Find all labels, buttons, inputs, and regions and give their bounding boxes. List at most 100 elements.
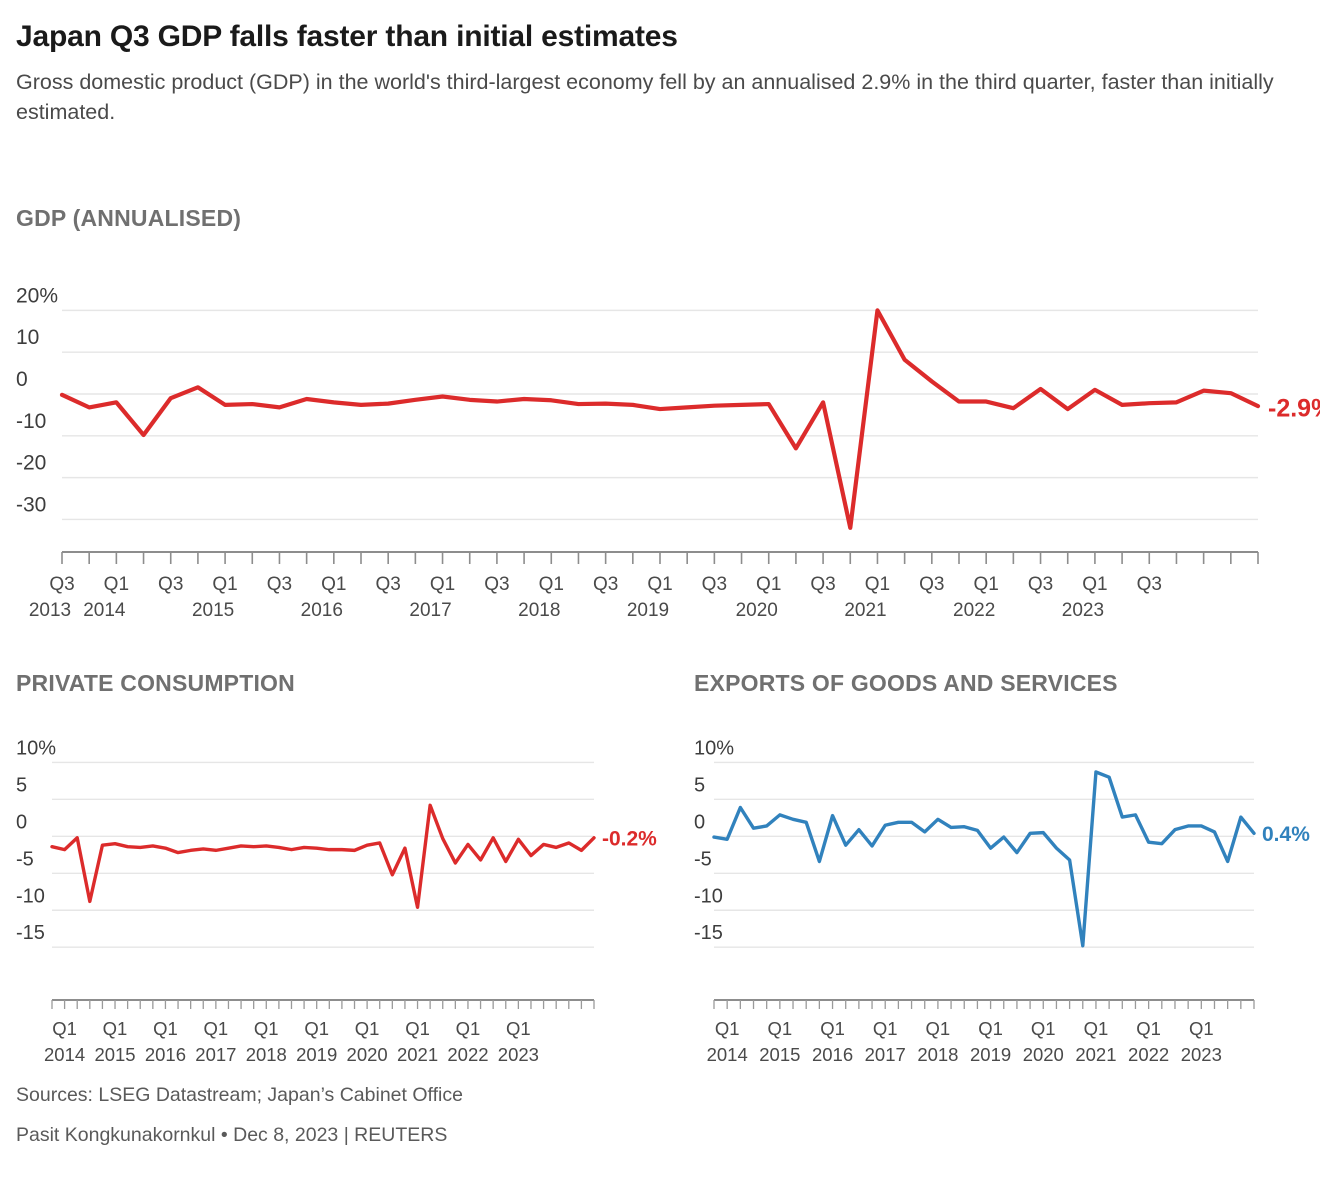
x-axis-year-label: 2022 <box>447 1044 488 1065</box>
x-axis-year-label: 2019 <box>970 1044 1011 1065</box>
series-end-value-label: -0.2% <box>602 827 657 850</box>
x-axis-year-label: 2016 <box>301 600 343 621</box>
x-axis-quarter-label: Q3 <box>267 574 292 595</box>
x-axis-year-label: 2015 <box>759 1044 800 1065</box>
x-axis-quarter-label: Q1 <box>756 574 781 595</box>
x-axis-quarter-label: Q1 <box>974 574 999 595</box>
x-axis-quarter-label: Q3 <box>593 574 618 595</box>
x-axis-year-label: 2015 <box>94 1044 135 1065</box>
x-axis-year-label: 2013 <box>29 600 71 621</box>
x-axis-quarter-label: Q1 <box>768 1018 793 1039</box>
x-axis-year-label: 2023 <box>1181 1044 1222 1065</box>
x-axis-quarter-label: Q1 <box>873 1018 898 1039</box>
x-axis-year-label: 2018 <box>246 1044 287 1065</box>
x-axis-quarter-label: Q1 <box>1031 1018 1056 1039</box>
x-axis-year-label: 2016 <box>145 1044 186 1065</box>
y-axis-label: 5 <box>694 774 705 796</box>
gdp-chart-block: GDP (ANNUALISED) 20% 10 0 -10 -20 -30 Q3 2013 Q1… <box>16 205 1320 632</box>
y-axis-label: 10% <box>16 737 56 759</box>
x-axis-year-label: 2014 <box>707 1044 748 1065</box>
y-axis-label: 0 <box>16 368 28 391</box>
y-axis-label: -30 <box>16 493 46 516</box>
x-axis-year-label: 2017 <box>195 1044 236 1065</box>
x-axis-quarter-label: Q1 <box>204 1018 229 1039</box>
x-axis-year-label: 2022 <box>953 600 995 621</box>
y-axis-label: 0 <box>694 811 705 833</box>
gdp-chart-svg: 20% 10 0 -10 -20 -30 Q3 2013 Q1 2014 Q3 Q1 2015 Q3 Q1 2… <box>16 284 1320 621</box>
x-axis-year-label: 2021 <box>397 1044 438 1065</box>
x-axis-year-label: 2019 <box>296 1044 337 1065</box>
x-axis-quarter-label: Q3 <box>810 574 835 595</box>
x-axis-quarter-label: Q1 <box>1189 1018 1214 1039</box>
private-consumption-chart-title: PRIVATE CONSUMPTION <box>16 670 295 696</box>
x-axis-quarter-label: Q3 <box>49 574 74 595</box>
x-axis-quarter-label: Q1 <box>153 1018 178 1039</box>
x-axis-quarter-label: Q1 <box>52 1018 77 1039</box>
page-subtitle: Gross domestic product (GDP) in the worl… <box>16 69 1274 125</box>
x-axis-quarter-label: Q1 <box>254 1018 279 1039</box>
x-axis-year-label: 2014 <box>44 1044 85 1065</box>
x-axis-quarter-label: Q1 <box>212 574 237 595</box>
y-axis-label: 0 <box>16 811 27 833</box>
x-axis-year-label: 2020 <box>347 1044 388 1065</box>
x-axis-quarter-label: Q1 <box>405 1018 430 1039</box>
x-axis-quarter-label: Q1 <box>978 1018 1003 1039</box>
x-axis-quarter-label: Q1 <box>715 1018 740 1039</box>
y-axis-label: -15 <box>16 922 45 944</box>
exports-chart-svg: 10% 5 0 -5 -10 -15 Q1 2014 Q1 2015 Q1 2016 Q1 2017 Q1 2… <box>694 737 1310 1065</box>
x-axis-quarter-label: Q3 <box>702 574 727 595</box>
exports-chart-block: EXPORTS OF GOODS AND SERVICES 10% 5 0 -5 -10… <box>694 670 1310 1087</box>
x-axis-year-label: 2020 <box>736 600 778 621</box>
y-axis-label: -10 <box>16 410 46 433</box>
infographic-page: Japan Q3 GDP falls faster than initial e… <box>0 20 1320 1180</box>
x-axis-year-label: 2021 <box>1075 1044 1116 1065</box>
x-axis-quarter-label: Q1 <box>1136 1018 1161 1039</box>
x-axis-year-label: 2022 <box>1128 1044 1169 1065</box>
footer-sources: Sources: LSEG Datastream; Japan’s Cabine… <box>16 1084 463 1106</box>
gdp-chart-title: GDP (ANNUALISED) <box>16 205 242 231</box>
footer: Sources: LSEG Datastream; Japan’s Cabine… <box>16 1084 1016 1165</box>
y-axis-label: 10 <box>16 326 39 349</box>
private-consumption-chart-block: PRIVATE CONSUMPTION 10% 5 0 -5 -10 -15 Q1 2014 Q… <box>16 670 657 1087</box>
x-axis-quarter-label: Q1 <box>506 1018 531 1039</box>
footer-credit: Pasit Kongkunakornkul • Dec 8, 2023 | RE… <box>16 1123 448 1146</box>
x-axis-quarter-label: Q1 <box>1082 574 1107 595</box>
x-axis-quarter-label: Q1 <box>355 1018 380 1039</box>
x-axis-year-label: 2018 <box>917 1044 958 1065</box>
x-axis-quarter-label: Q1 <box>103 1018 128 1039</box>
x-axis-year-label: 2020 <box>1023 1044 1064 1065</box>
y-axis-label: -10 <box>694 885 723 907</box>
x-axis-year-label: 2017 <box>409 600 451 621</box>
x-axis-quarter-label: Q1 <box>539 574 564 595</box>
x-axis-quarter-label: Q3 <box>158 574 183 595</box>
x-axis-quarter-label: Q1 <box>430 574 455 595</box>
x-axis-quarter-label: Q3 <box>1137 574 1162 595</box>
x-axis-quarter-label: Q1 <box>926 1018 951 1039</box>
exports-chart-title: EXPORTS OF GOODS AND SERVICES <box>694 670 1118 696</box>
x-axis-year-label: 2014 <box>83 600 126 621</box>
series-end-value-label: -2.9% <box>1268 395 1320 423</box>
y-axis-label: -5 <box>16 848 34 870</box>
y-axis-label: -5 <box>694 848 712 870</box>
x-axis-quarter-label: Q3 <box>376 574 401 595</box>
y-axis-label: -20 <box>16 452 46 475</box>
x-axis-year-label: 2021 <box>844 600 886 621</box>
x-axis-quarter-label: Q1 <box>104 574 129 595</box>
x-axis-year-label: 2017 <box>865 1044 906 1065</box>
data-series-line <box>712 770 1256 948</box>
x-axis-quarter-label: Q1 <box>304 1018 329 1039</box>
x-axis-quarter-label: Q1 <box>321 574 346 595</box>
x-axis-year-label: 2023 <box>498 1044 539 1065</box>
x-axis-quarter-label: Q1 <box>820 1018 845 1039</box>
x-axis-year-label: 2015 <box>192 600 234 621</box>
series-end-value-label: 0.4% <box>1262 823 1310 846</box>
x-axis-year-label: 2019 <box>627 600 669 621</box>
x-axis-quarter-label: Q1 <box>647 574 672 595</box>
x-axis-quarter-label: Q1 <box>865 574 890 595</box>
y-axis-label: -10 <box>16 885 45 907</box>
x-axis-quarter-label: Q3 <box>919 574 944 595</box>
private-consumption-chart-svg: 10% 5 0 -5 -10 -15 Q1 2014 Q1 2015 Q1 2016 Q1 2017 Q1 2… <box>16 737 657 1065</box>
y-axis-label: 10% <box>694 737 734 759</box>
x-axis-year-label: 2018 <box>518 600 560 621</box>
x-axis-quarter-label: Q3 <box>1028 574 1053 595</box>
